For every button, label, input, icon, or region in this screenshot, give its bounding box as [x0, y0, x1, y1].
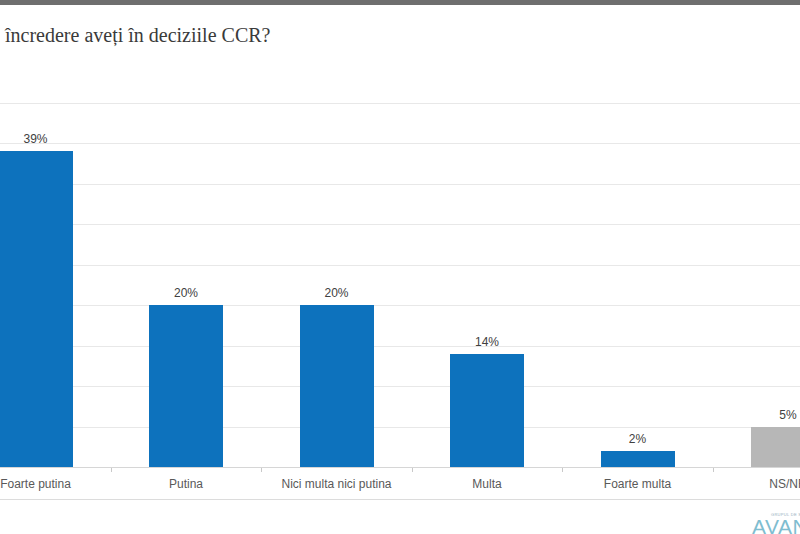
x-axis-line — [0, 467, 800, 468]
gridline — [0, 103, 800, 104]
bar-value-label: 20% — [149, 287, 223, 299]
bar-value-label: 5% — [751, 409, 800, 421]
bar-foarte-multa — [601, 451, 675, 467]
bar-value-label: 2% — [601, 433, 675, 445]
category-label: Foarte putina — [0, 477, 116, 491]
report-page: încredere aveți în deciziile CCR? 39%Foa… — [0, 0, 800, 534]
category-label: Foarte multa — [558, 477, 718, 491]
bar-foarte-putina — [0, 151, 73, 467]
gridline — [0, 427, 800, 428]
bar-value-label: 14% — [450, 336, 524, 348]
category-label: Putina — [106, 477, 266, 491]
bar-value-label: 20% — [300, 287, 374, 299]
x-axis-tick — [111, 468, 112, 472]
gridline — [0, 184, 800, 185]
bar-chart: 39% Foarte putina 20% Putina 20% Nici multa n… — [0, 0, 800, 534]
gridline — [0, 386, 800, 387]
avangarde-logo: GRUPUL DE STUDII SOCIO-COMPORTAMENTALE A… — [752, 510, 800, 534]
x-axis-tick — [412, 468, 413, 472]
x-axis-tick — [713, 468, 714, 472]
bar-multa — [450, 354, 524, 467]
x-axis-tick — [261, 468, 262, 472]
category-label: Multa — [407, 477, 567, 491]
gridline — [0, 305, 800, 306]
logo-wordmark: AVANGARDE — [752, 516, 800, 534]
divider-line — [0, 499, 800, 500]
bar-ns-nr — [751, 427, 800, 468]
bar-value-label: 39% — [0, 133, 73, 145]
bar-putina — [149, 305, 223, 467]
category-label: Nici multa nici putina — [257, 477, 417, 491]
bar-nici-multa-nici-putina — [300, 305, 374, 467]
gridline — [0, 265, 800, 266]
x-axis-tick — [562, 468, 563, 472]
gridline — [0, 224, 800, 225]
category-label: NS/NR — [708, 477, 800, 491]
gridline — [0, 143, 800, 144]
gridline — [0, 346, 800, 347]
